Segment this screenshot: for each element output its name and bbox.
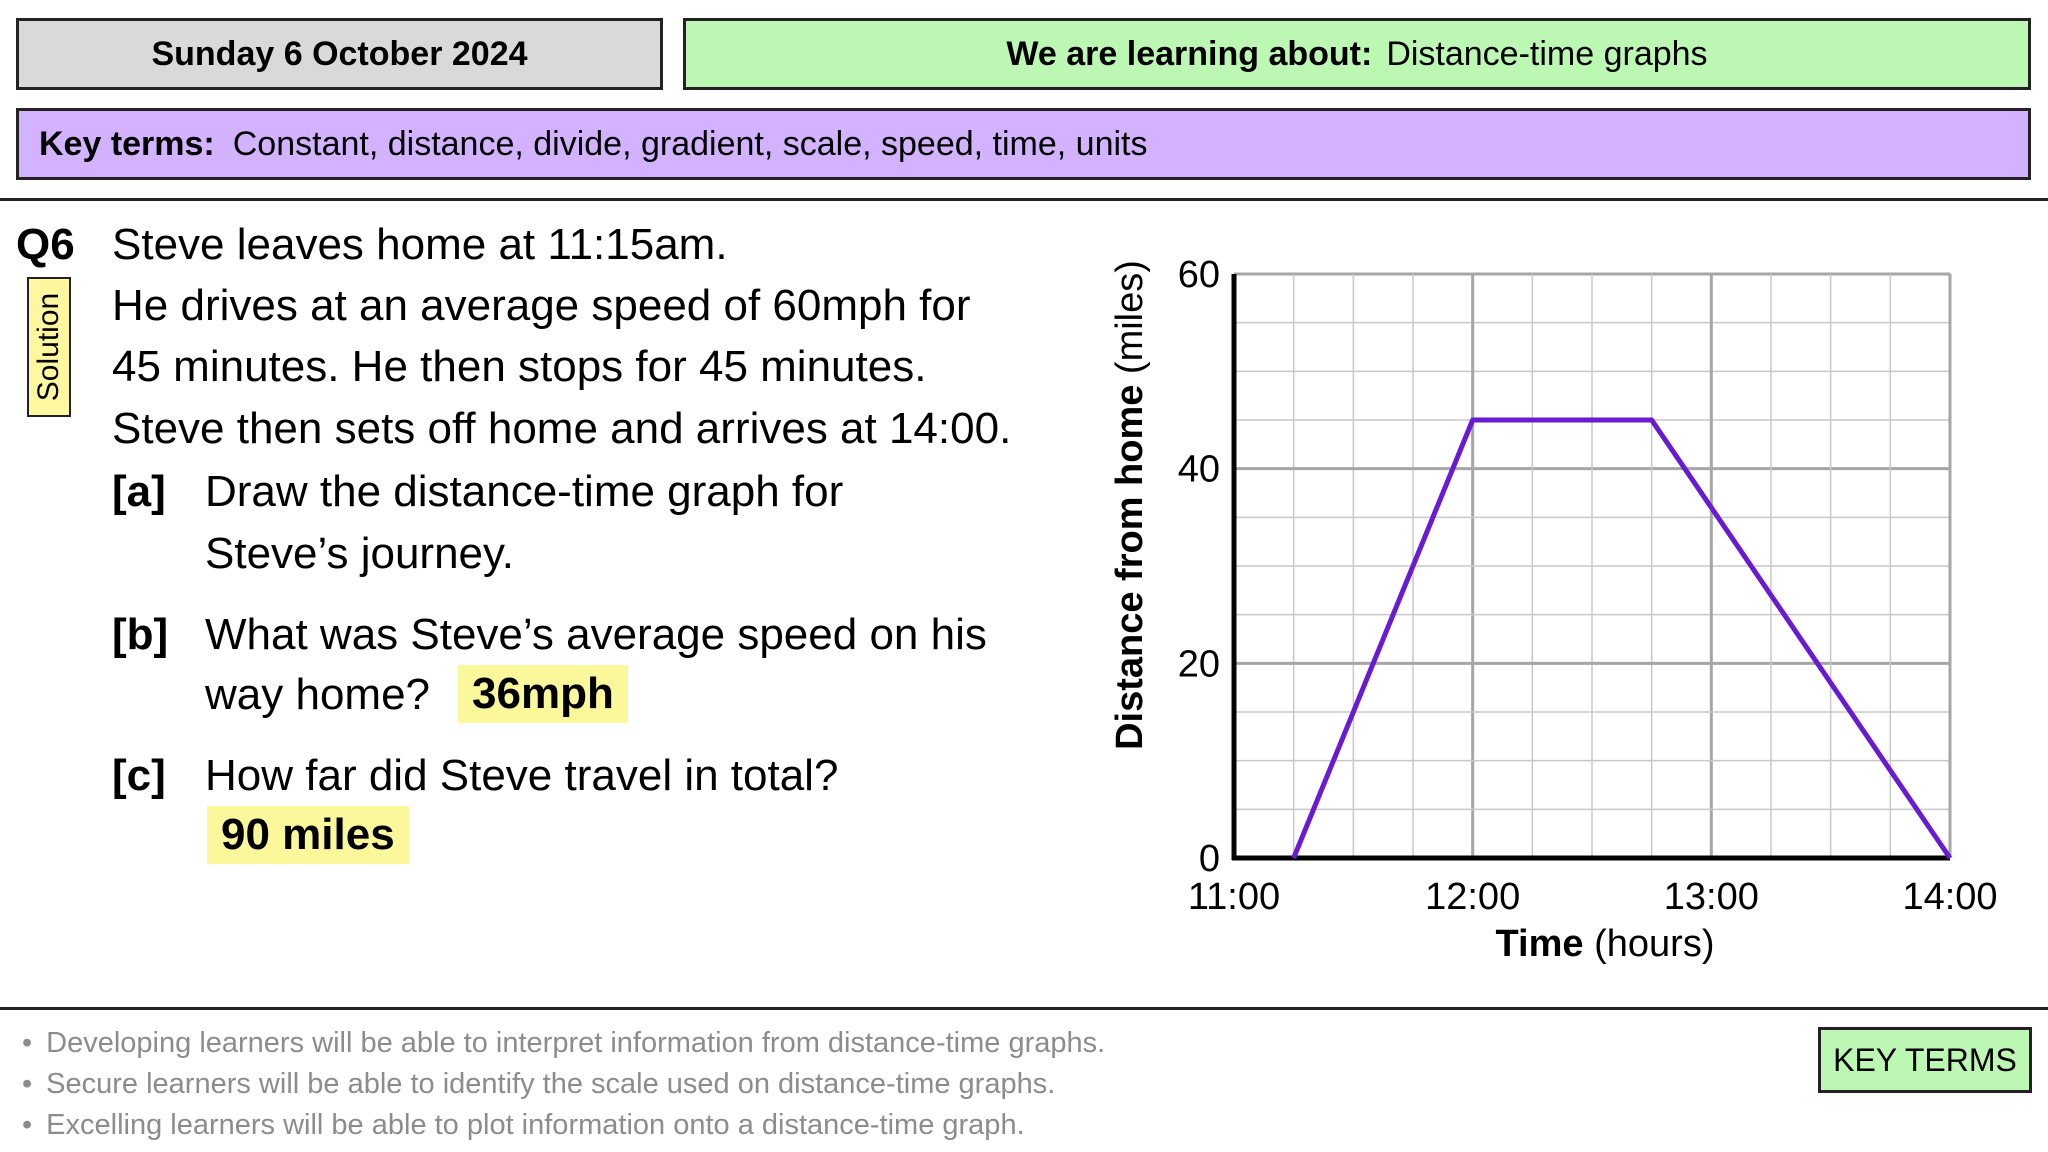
date-text: Sunday 6 October 2024: [151, 34, 528, 73]
journey-line: [1291, 417, 1953, 860]
key-terms-list: Constant, distance, divide, gradient, sc…: [232, 124, 1148, 163]
part-c-text: How far did Steve travel in total?: [205, 751, 839, 800]
y-tick-label: 0: [1199, 838, 1220, 880]
footer-divider: [0, 1007, 2048, 1010]
y-tick-label: 60: [1178, 254, 1220, 296]
solution-button[interactable]: Solution: [27, 277, 71, 417]
learning-banner: We are learning about: Distance-time gra…: [683, 18, 2031, 90]
series: [1291, 417, 1953, 860]
x-tick-label: 14:00: [1902, 876, 1997, 918]
part-c-label: [c]: [112, 751, 166, 800]
objective-secure: • Secure learners will be able to identif…: [22, 1068, 1056, 1100]
question-line: He drives at an average speed of 60mph f…: [112, 281, 971, 330]
x-tick-label: 13:00: [1664, 876, 1759, 918]
y-tick-label: 20: [1178, 643, 1220, 685]
question-line: Steve then sets off home and arrives at …: [112, 404, 1012, 453]
x-axis-label: Time (hours): [1496, 923, 1715, 965]
learning-topic: Distance-time graphs: [1386, 34, 1708, 73]
objective-excelling: • Excelling learners will be able to plot…: [22, 1109, 1025, 1141]
header-divider: [0, 198, 2048, 201]
key-terms-label: Key terms:: [39, 124, 215, 163]
part-b-label: [b]: [112, 610, 169, 659]
objective-developing: • Developing learners will be able to int…: [22, 1027, 1106, 1059]
x-tick-label: 12:00: [1425, 876, 1520, 918]
part-a-text: Steve’s journey.: [205, 529, 514, 578]
part-a-label: [a]: [112, 467, 166, 516]
question-number: Q6: [16, 220, 75, 269]
axes: [1231, 274, 1950, 861]
date-banner: Sunday 6 October 2024: [16, 18, 663, 90]
y-axis-label: Distance from home (miles): [1109, 260, 1151, 750]
key-terms-button[interactable]: KEY TERMS: [1818, 1027, 2032, 1093]
y-tick-label: 40: [1178, 449, 1220, 491]
distance-time-graph: 11:00 12:00 13:00 14:00 0 20 40 60 Time (hours)…: [1109, 254, 1998, 965]
learning-label: We are learning about:: [1006, 34, 1373, 73]
solution-label: Solution: [32, 292, 66, 402]
question-line: Steve leaves home at 11:15am.: [112, 220, 728, 269]
grid: [1232, 272, 1952, 860]
x-tick-label: 11:00: [1188, 876, 1280, 918]
part-b-answer: 36mph: [458, 665, 628, 723]
question-line: 45 minutes. He then stops for 45 minutes…: [112, 342, 927, 391]
part-c-answer: 90 miles: [207, 806, 409, 864]
part-b-text: What was Steve’s average speed on his: [205, 610, 987, 659]
tick-labels: 11:00 12:00 13:00 14:00 0 20 40 60: [1178, 254, 1998, 918]
key-terms-banner: Key terms: Constant, distance, divide, g…: [16, 108, 2031, 180]
part-a-text: Draw the distance-time graph for: [205, 467, 844, 516]
part-b-text: way home?: [205, 670, 431, 719]
